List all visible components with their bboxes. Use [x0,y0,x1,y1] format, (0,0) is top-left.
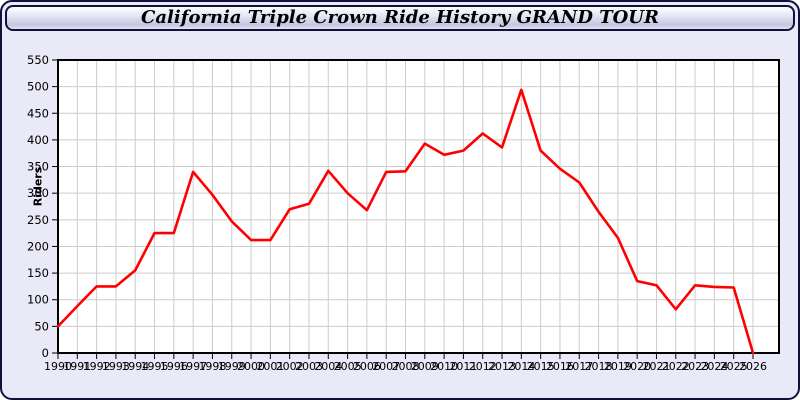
x-tick-label: 2000 [237,360,265,373]
ride-history-line [56,88,755,355]
title-bar: California Triple Crown Ride History GRA… [5,5,795,31]
y-tick-label: 200 [27,239,49,253]
gridlines [57,59,779,354]
y-axis-tick-labels: 0 50 100 150 200 250 300 350 400 450 500 550 [27,53,49,360]
x-tick-label: 2025 [720,360,748,373]
x-tick-label: 2005 [334,360,362,373]
y-tick-label: 0 [42,346,49,360]
x-tick-label: 1996 [160,360,188,373]
plot-border [57,59,780,354]
x-tick-label: 2009 [411,360,439,373]
x-tick-label: 1994 [121,360,149,373]
chart-title: California Triple Crown Ride History GRA… [141,7,659,28]
x-tick-label: 1997 [179,360,207,373]
x-tick-label: 2008 [392,360,420,373]
x-tick-label: 2017 [565,360,593,373]
x-tick-label: 2010 [430,360,458,373]
y-tick-label: 250 [27,213,49,227]
x-tick-label: 2023 [681,360,709,373]
x-tick-label: 1992 [83,360,111,373]
x-tick-label: 2006 [353,360,381,373]
x-tick-label: 2014 [507,360,535,373]
x-tick-label: 2020 [623,360,651,373]
x-tick-label: 1990 [44,360,72,373]
x-tick-label: 1991 [63,360,91,373]
y-tick-label: 450 [27,106,49,120]
y-tick-label: 300 [27,186,49,200]
x-tick-label: 2013 [488,360,516,373]
x-tick-label: 1999 [218,360,246,373]
y-tick-label: 50 [34,319,49,333]
x-tick-label: 2021 [642,360,670,373]
x-tick-label: 2003 [295,360,323,373]
y-axis-title: Riders [31,166,45,207]
y-tick-label: 350 [27,160,49,174]
x-axis-tick-labels: 1990199119921993199419951996199719981999… [44,360,767,373]
y-tick-label: 500 [27,80,49,94]
y-tick-label: 100 [27,293,49,307]
x-tick-label: 2022 [662,360,690,373]
x-tick-label: 2018 [585,360,613,373]
x-tick-label: 2026 [739,360,767,373]
tick-marks [52,59,754,359]
x-tick-label: 2007 [372,360,400,373]
x-tick-label: 2002 [276,360,304,373]
x-tick-label: 1998 [198,360,226,373]
x-tick-label: 2001 [256,360,284,373]
plot-background [58,60,779,353]
y-tick-label: 150 [27,266,49,280]
y-tick-label: 550 [27,53,49,67]
x-tick-label: 1995 [141,360,169,373]
x-tick-label: 2016 [546,360,574,373]
y-tick-label: 400 [27,133,49,147]
x-tick-label: 2011 [449,360,477,373]
x-tick-label: 2012 [469,360,497,373]
x-tick-label: 2004 [314,360,342,373]
x-tick-label: 2024 [700,360,728,373]
x-tick-label: 1993 [102,360,130,373]
x-tick-label: 2015 [527,360,555,373]
x-tick-label: 2019 [604,360,632,373]
